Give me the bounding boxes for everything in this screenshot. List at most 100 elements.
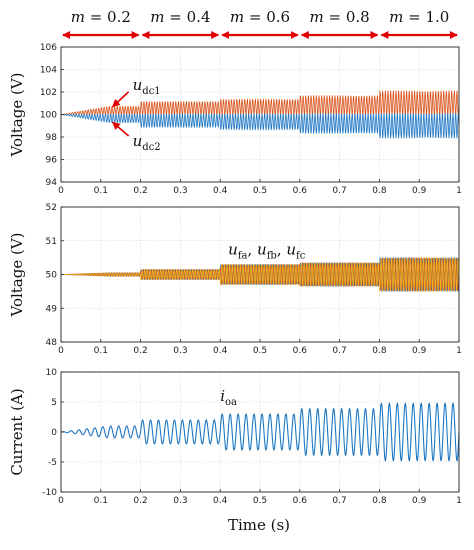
y-tick-label: 106 [40, 43, 57, 53]
pointer-arrow [112, 91, 130, 108]
x-tick-label: 0.2 [133, 186, 147, 196]
dc-voltage-panel: 0 0.1 0.2 0.3 0.4 0.5 0.6 0.7 0.8 0.9 1 94 96 98 100 10… [8, 43, 462, 196]
series-line [60, 112, 460, 139]
m-symbol: m [309, 8, 323, 26]
x-tick-label: 1 [456, 496, 462, 506]
y-tick-label: 100 [40, 111, 57, 121]
x-tick-label: 0.8 [372, 496, 387, 506]
series-line [60, 402, 460, 462]
series-line [60, 257, 460, 292]
x-tick-label: 0.9 [412, 186, 427, 196]
separator: , [248, 240, 258, 258]
x-tick-label: 0.1 [94, 496, 108, 506]
y-axis-label: Voltage (V) [8, 232, 26, 317]
separator: , [277, 240, 287, 258]
x-tick-label: 0.2 [133, 496, 147, 506]
subscript: fc [296, 250, 306, 261]
subscript: dc2 [142, 142, 160, 153]
x-tick-label: 0.8 [372, 186, 387, 196]
y-tick-label: 49 [46, 304, 58, 314]
subscript: oa [225, 397, 237, 408]
x-tick-label: 0.1 [94, 186, 108, 196]
x-tick-label: 0 [58, 346, 64, 356]
modulation-label: m = 1.0 [389, 8, 449, 26]
m-value: 0.8 [346, 8, 370, 26]
x-tick-label: 1 [456, 346, 462, 356]
x-tick-label: 0.8 [372, 346, 387, 356]
x-tick-label: 0.5 [253, 496, 267, 506]
filter-voltage-panel: 0 0.1 0.2 0.3 0.4 0.5 0.6 0.7 0.8 0.9 1 48 49 50 51 52 V… [8, 203, 462, 356]
x-tick-label: 0.9 [412, 346, 427, 356]
y-axis-label: Voltage (V) [8, 72, 26, 157]
symbol: u [133, 132, 143, 150]
series-line [60, 257, 460, 292]
m-symbol: m [389, 8, 403, 26]
x-tick-label: 0.6 [293, 496, 308, 506]
y-tick-label: -5 [48, 458, 57, 468]
m-value: 0.6 [266, 8, 290, 26]
m-value: 1.0 [425, 8, 449, 26]
symbol: i [220, 387, 225, 405]
m-symbol: m [71, 8, 85, 26]
series-line [60, 90, 460, 117]
x-tick-label: 0.3 [173, 496, 187, 506]
subscript: dc1 [142, 86, 160, 97]
x-tick-label: 0.6 [293, 346, 308, 356]
equals-sign: = [244, 8, 266, 26]
symbol: u [286, 240, 296, 258]
y-tick-label: 96 [46, 156, 58, 166]
equals-sign: = [324, 8, 346, 26]
subscript: fb [267, 250, 277, 261]
x-tick-label: 0.2 [133, 346, 147, 356]
x-tick-label: 0.3 [173, 186, 187, 196]
y-tick-label: 102 [40, 88, 57, 98]
symbol: u [228, 240, 238, 258]
m-symbol: m [230, 8, 244, 26]
x-tick-label: 0 [58, 496, 64, 506]
x-tick-label: 1 [456, 186, 462, 196]
y-tick-label: 0 [51, 428, 57, 438]
x-tick-label: 0.4 [213, 496, 228, 506]
y-tick-label: 48 [46, 338, 58, 348]
equals-sign: = [403, 8, 425, 26]
m-value: 0.2 [107, 8, 131, 26]
x-tick-label: 0.7 [332, 496, 346, 506]
y-tick-label: 10 [46, 368, 58, 378]
y-tick-label: 98 [46, 133, 58, 143]
y-tick-label: -10 [42, 488, 57, 498]
pointer-arrow [111, 121, 130, 137]
modulation-index-bar: m = 0.2 m = 0.4 m = 0.6 m = 0.8 m = 1.0 [62, 8, 458, 39]
symbol: u [257, 240, 267, 258]
x-tick-label: 0.5 [253, 346, 267, 356]
y-tick-label: 104 [40, 66, 57, 76]
series-annotation: udc1 [133, 76, 161, 97]
x-axis-label: Time (s) [228, 516, 290, 534]
output-current-panel: 0 0.1 0.2 0.3 0.4 0.5 0.6 0.7 0.8 0.9 1 -10 -5 0 5 10 Cu… [8, 368, 462, 506]
modulation-label: m = 0.6 [230, 8, 290, 26]
y-tick-label: 50 [46, 271, 58, 281]
x-tick-label: 0 [58, 186, 64, 196]
x-tick-label: 0.3 [173, 346, 187, 356]
modulation-label: m = 0.4 [150, 8, 210, 26]
symbol: u [133, 76, 143, 94]
series-annotation: ufa, ufb, ufc [228, 240, 306, 261]
m-symbol: m [150, 8, 164, 26]
x-tick-label: 0.4 [213, 346, 228, 356]
x-tick-label: 0.5 [253, 186, 267, 196]
x-tick-label: 0.4 [213, 186, 228, 196]
y-axis-label: Current (A) [8, 388, 26, 475]
series-annotation: udc2 [133, 132, 161, 153]
y-tick-label: 52 [46, 203, 57, 213]
modulation-label: m = 0.8 [309, 8, 369, 26]
x-tick-label: 0.9 [412, 496, 427, 506]
m-value: 0.4 [187, 8, 211, 26]
x-tick-label: 0.6 [293, 186, 308, 196]
subscript: fa [238, 250, 248, 261]
x-tick-label: 0.1 [94, 346, 108, 356]
y-tick-label: 51 [46, 237, 57, 247]
x-tick-label: 0.7 [332, 186, 346, 196]
x-tick-label: 0.7 [332, 346, 346, 356]
y-tick-label: 94 [46, 178, 58, 188]
modulation-label: m = 0.2 [71, 8, 131, 26]
